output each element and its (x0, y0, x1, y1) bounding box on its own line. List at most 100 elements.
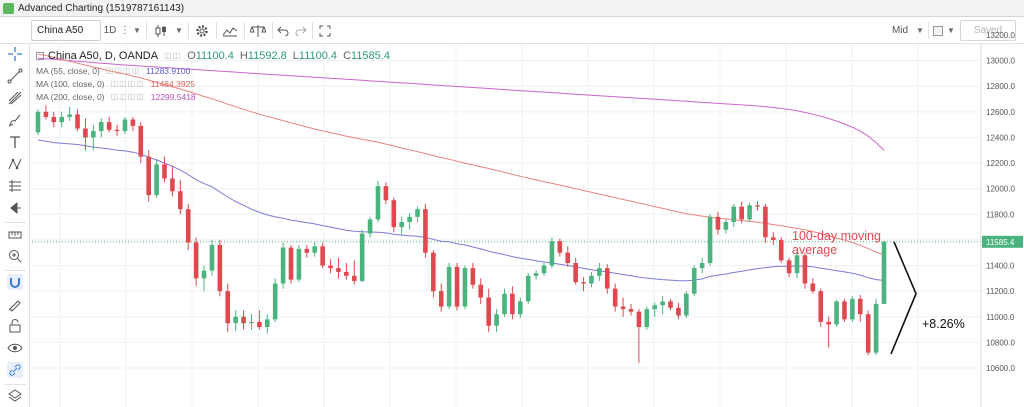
brush-icon[interactable] (3, 110, 27, 130)
price-axis-tick-label: 12600.0 (986, 108, 1015, 117)
candle-body (51, 116, 57, 123)
last-price-tag (982, 235, 1023, 248)
price-axis-tick-label: 11400.0 (986, 262, 1015, 271)
pattern-icon[interactable] (3, 154, 27, 174)
swatch-dropdown-icon[interactable]: ▼ (947, 26, 955, 35)
candle-body (383, 186, 389, 201)
prediction-icon[interactable] (3, 176, 27, 196)
legend-ma55-actions-icon[interactable]: ◫◫◫◫ (105, 66, 141, 75)
legend-ma55-row: MA (55, close, 0) ◫◫◫◫ 11283.9100 (36, 64, 390, 77)
stay-drawing-icon[interactable] (3, 294, 27, 314)
interval-value: 1D (103, 25, 117, 36)
candle-body (557, 241, 563, 253)
saved-button[interactable]: Saved (960, 20, 1016, 41)
back-arrow-icon[interactable] (3, 198, 27, 218)
settings-gear-icon[interactable] (191, 20, 213, 41)
candle-body (628, 309, 634, 312)
candle-body (217, 245, 223, 292)
candle-body (296, 248, 302, 280)
legend-ma100-row: MA (100, close, 0) ◫◫◫◫ 11484.3925 (36, 77, 390, 90)
candle-body (280, 247, 286, 284)
link-icon[interactable] (3, 360, 27, 380)
plot-area (32, 44, 981, 407)
interval-dropdown-icon[interactable]: ▼ (133, 26, 141, 35)
zoom-in-icon[interactable] (3, 246, 27, 266)
collapse-legend-icon[interactable] (36, 51, 44, 60)
candle-body (454, 266, 460, 307)
pitchfork-icon[interactable] (3, 88, 27, 108)
lock-icon[interactable] (3, 316, 27, 336)
candle-body (288, 247, 294, 280)
candle-body (802, 255, 808, 284)
candle-body (375, 186, 381, 220)
candle-body (707, 216, 713, 263)
window-titlebar: Advanced Charting (1519787161143) (0, 0, 1024, 17)
price-type-dropdown-icon[interactable]: ▼ (916, 26, 924, 35)
candle-body (146, 156, 151, 196)
candle-body (351, 275, 357, 281)
candles-icon[interactable] (150, 20, 172, 41)
ma55-line (37, 139, 885, 282)
text-tool-icon[interactable] (3, 132, 27, 152)
candle-body (114, 129, 120, 132)
trend-line-icon[interactable] (3, 66, 27, 86)
symbol-value: China A50 (37, 25, 84, 36)
last-price-tag-label: 11585.4 (986, 238, 1015, 247)
candle-body (209, 245, 215, 271)
price-type-value: Mid (891, 25, 909, 36)
candle-body (604, 268, 610, 289)
candle-body (763, 206, 768, 238)
drawing-toolbar (0, 44, 30, 407)
candle-body (684, 293, 689, 316)
candle-body (43, 111, 49, 117)
candle-body (612, 288, 618, 307)
candle-body (850, 298, 855, 320)
candle-body (755, 205, 760, 207)
price-axis-tick-label: 12000.0 (986, 185, 1015, 194)
legend-ma200-actions-icon[interactable]: ◫◫◫◫ (110, 92, 145, 101)
candle-body (597, 268, 602, 276)
candle-body (91, 131, 96, 138)
candle-body (873, 303, 879, 353)
candle-body (35, 111, 41, 133)
undo-icon[interactable] (274, 20, 292, 41)
color-swatch-icon[interactable] (931, 20, 945, 41)
interval-more-icon[interactable]: ⋮ (120, 25, 130, 36)
crosshair-icon[interactable] (3, 44, 27, 64)
candle-body (644, 309, 650, 328)
compare-icon[interactable] (247, 20, 269, 41)
candle-body (857, 298, 863, 315)
candle-body (154, 164, 159, 196)
price-axis-bg (981, 44, 1024, 407)
candle-body (581, 282, 586, 284)
candle-body (652, 305, 658, 310)
measure-icon[interactable] (3, 224, 27, 244)
legend-ma100-value: 11484.3925 (150, 78, 196, 89)
legend-main-actions-icon[interactable]: ◫◫ (164, 51, 182, 60)
candle-body (699, 262, 705, 269)
price-type-button[interactable]: Mid (886, 20, 914, 41)
candle-body (162, 164, 167, 179)
price-axis-tick-label: 10600.0 (986, 364, 1015, 373)
candle-body (312, 246, 318, 253)
legend-ma100-actions-icon[interactable]: ◫◫◫◫ (110, 79, 145, 88)
candle-body (810, 283, 816, 292)
symbol-search-input[interactable]: China A50 (31, 20, 101, 41)
candle-body (122, 119, 128, 132)
layers-icon[interactable] (3, 386, 27, 406)
fullscreen-icon[interactable] (314, 20, 336, 41)
candle-body (423, 209, 428, 253)
redo-icon[interactable] (292, 20, 310, 41)
indicators-icon[interactable] (219, 20, 241, 41)
interval-button[interactable]: 1D (100, 20, 120, 41)
ma200-line (37, 57, 885, 151)
candle-body (834, 301, 839, 325)
legend-ma55-label: MA (55, close, 0) (36, 65, 100, 76)
candle-body (494, 314, 499, 326)
chart-type-dropdown-icon[interactable]: ▼ (175, 26, 183, 35)
magnet-icon[interactable] (3, 272, 27, 292)
candle-body (778, 239, 784, 261)
candle-body (478, 284, 484, 298)
eye-icon[interactable] (3, 338, 27, 358)
